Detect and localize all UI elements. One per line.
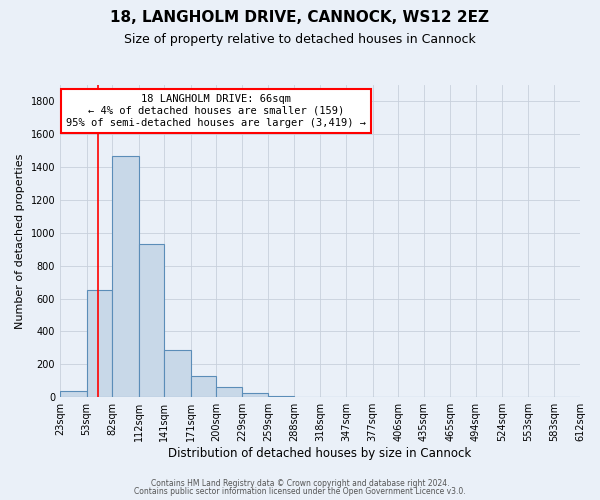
Bar [191, 376, 216, 397]
Bar [268, 396, 294, 397]
Bar [86, 290, 112, 397]
Text: 18, LANGHOLM DRIVE, CANNOCK, WS12 2EZ: 18, LANGHOLM DRIVE, CANNOCK, WS12 2EZ [110, 10, 490, 25]
Text: Contains HM Land Registry data © Crown copyright and database right 2024.: Contains HM Land Registry data © Crown c… [151, 478, 449, 488]
Bar [216, 386, 242, 397]
Y-axis label: Number of detached properties: Number of detached properties [15, 154, 25, 329]
Bar [164, 350, 191, 397]
Bar [112, 156, 139, 397]
Bar [242, 393, 268, 397]
Bar [60, 390, 86, 397]
Bar [139, 244, 164, 397]
Text: 18 LANGHOLM DRIVE: 66sqm
← 4% of detached houses are smaller (159)
95% of semi-d: 18 LANGHOLM DRIVE: 66sqm ← 4% of detache… [66, 94, 366, 128]
Text: Size of property relative to detached houses in Cannock: Size of property relative to detached ho… [124, 32, 476, 46]
X-axis label: Distribution of detached houses by size in Cannock: Distribution of detached houses by size … [169, 447, 472, 460]
Text: Contains public sector information licensed under the Open Government Licence v3: Contains public sector information licen… [134, 487, 466, 496]
